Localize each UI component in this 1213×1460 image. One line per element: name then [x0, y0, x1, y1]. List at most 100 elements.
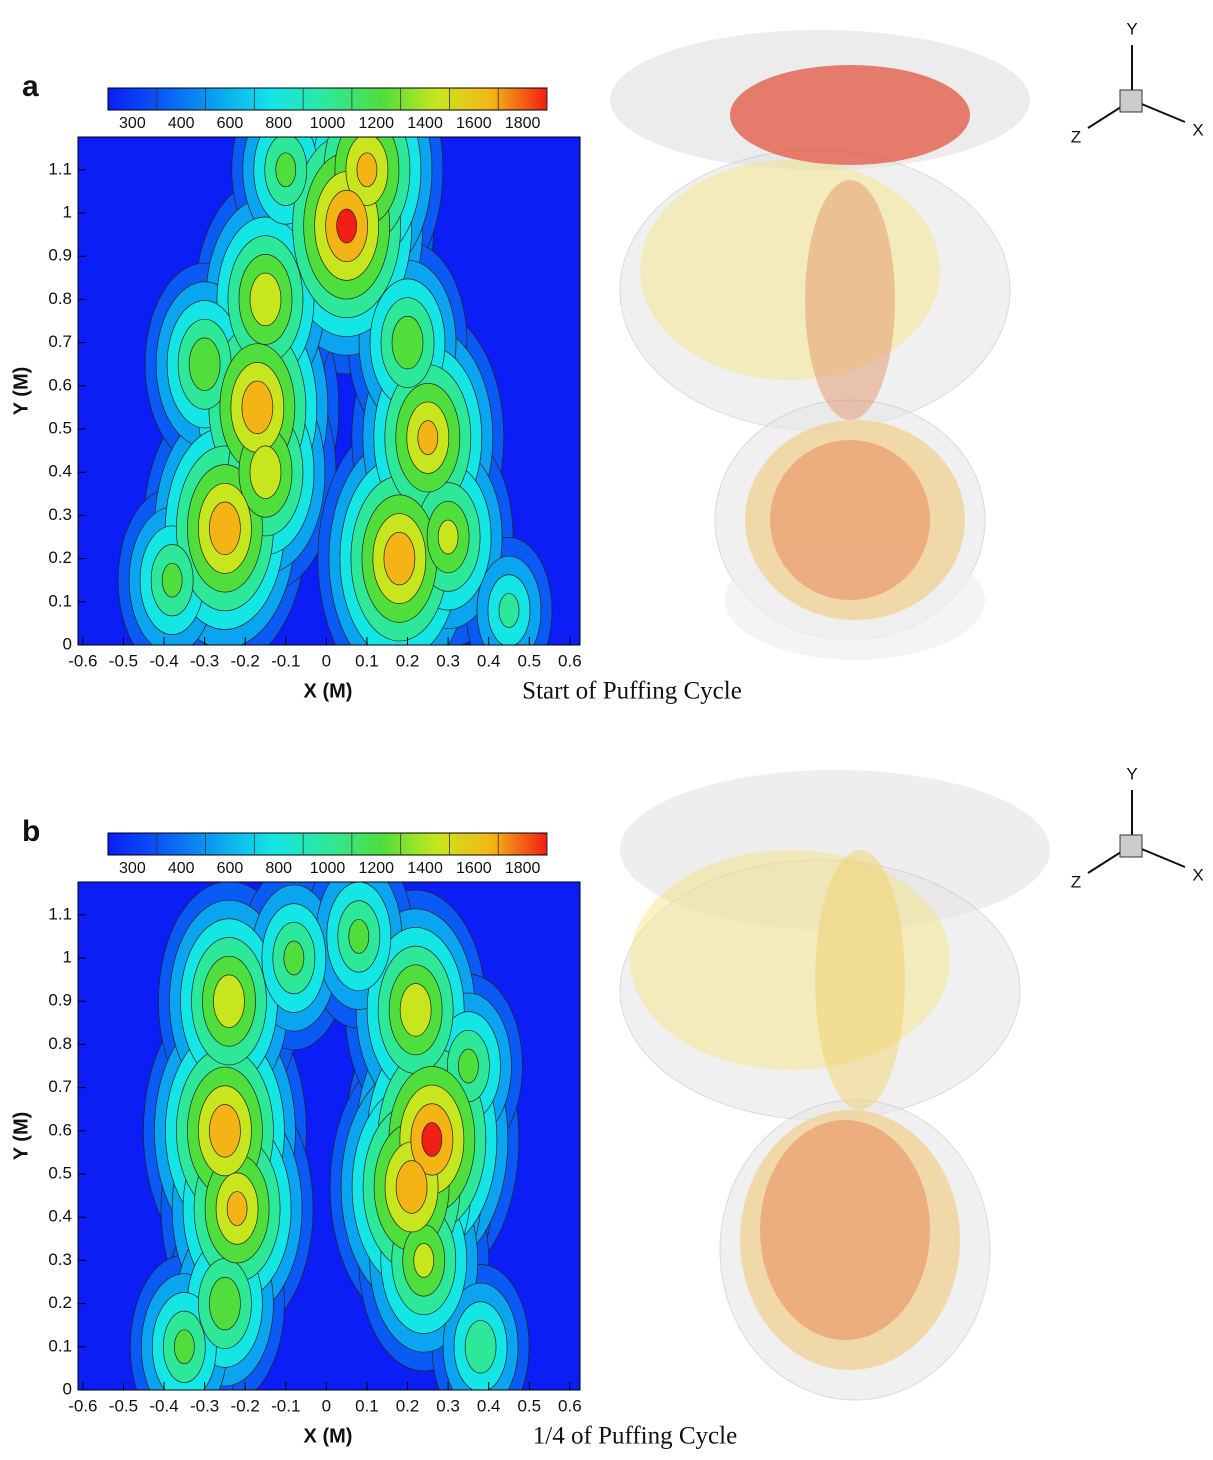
x-tick-label: -0.3 [190, 651, 219, 670]
y-tick-label: 0.7 [48, 332, 72, 351]
colorbar-label: 1800 [505, 115, 541, 132]
contour-field [78, 137, 580, 645]
x-tick-label: 0.3 [436, 1396, 460, 1415]
hotspot-level [417, 420, 439, 456]
colorbar-label: 1600 [456, 115, 492, 132]
x-tick-label: -0.4 [149, 651, 178, 670]
hotspot-level [421, 1122, 443, 1157]
colorbar-label: 1800 [505, 860, 541, 877]
hotspot-level [161, 562, 183, 598]
x-tick-label: -0.2 [231, 1396, 260, 1415]
hotspot-level [209, 1104, 241, 1158]
y-tick-label: 0.5 [48, 418, 72, 437]
x-tick-label: 0.2 [396, 651, 420, 670]
colorbar-label: 1000 [310, 115, 346, 132]
caption: 1/4 of Puffing Cycle [533, 1423, 737, 1450]
hotspot-level [399, 983, 432, 1037]
colorbar-label: 400 [168, 115, 195, 132]
x-tick-label: -0.3 [190, 1396, 219, 1415]
y-tick-label: 0.9 [48, 246, 72, 265]
colorbar-label: 1200 [358, 860, 394, 877]
triad-label: Z [1071, 127, 1081, 146]
colorbar-label: 1000 [310, 860, 346, 877]
x-tick-label: 0.2 [396, 1396, 420, 1415]
hotspot-level [348, 919, 370, 954]
contour-field [78, 882, 580, 1390]
hotspot-level [226, 1191, 248, 1226]
hotspot-level [464, 1320, 497, 1374]
y-tick-label: 0.5 [48, 1163, 72, 1182]
x-tick-label: 0.4 [477, 1396, 501, 1415]
x-axis-label: X (M) [304, 1425, 353, 1447]
y-tick-label: 0.2 [48, 548, 72, 567]
hotspot-level [283, 940, 305, 976]
triad-label: Z [1071, 872, 1081, 891]
render-3d-b [619, 770, 1050, 1401]
hotspot-level [209, 501, 241, 556]
render-3d-a [610, 30, 1030, 660]
y-tick-label: 0.7 [48, 1077, 72, 1096]
x-tick-label: 0 [322, 651, 331, 670]
x-tick-label: -0.1 [271, 1396, 300, 1415]
triad-label: Y [1126, 764, 1137, 783]
y-tick-label: 0.4 [48, 1207, 72, 1226]
y-tick-label: 0.6 [48, 375, 72, 394]
y-tick-label: 0.3 [48, 505, 72, 524]
y-axis-label: Y (M) [10, 367, 32, 416]
triad-label: X [1192, 865, 1203, 884]
y-tick-label: 0.8 [48, 289, 72, 308]
hotspot-level [395, 1160, 428, 1214]
x-tick-label: -0.5 [109, 651, 138, 670]
hotspot-level [458, 1048, 479, 1084]
hotspot-level [356, 152, 378, 188]
hotspot-level [437, 519, 459, 555]
x-tick-label: 0.4 [477, 651, 501, 670]
hotspot-level [241, 380, 274, 435]
plot-frame [77, 881, 581, 1391]
hotspot-level [173, 1329, 195, 1365]
plot-frame [77, 136, 581, 646]
hotspot-level [336, 208, 358, 244]
hotspot-level [209, 1276, 241, 1331]
hotspot-level [249, 272, 282, 327]
x-tick-label: 0.6 [558, 651, 582, 670]
x-tick-label: 0.5 [517, 651, 541, 670]
hotspot-level [275, 152, 297, 188]
colorbar [107, 832, 548, 856]
colorbar-label: 1400 [407, 860, 443, 877]
colorbar [107, 87, 548, 111]
y-tick-label: 0 [63, 1379, 72, 1398]
panel-label: a [22, 70, 39, 103]
y-tick-label: 1.1 [48, 159, 72, 178]
y-tick-label: 0.4 [48, 462, 72, 481]
hotspot-level [413, 1243, 435, 1278]
colorbar-label: 800 [265, 115, 292, 132]
colorbar-label: 1200 [358, 115, 394, 132]
x-tick-label: 0.1 [355, 651, 379, 670]
hotspot-level [188, 337, 221, 391]
x-tick-label: 0.5 [517, 1396, 541, 1415]
colorbar-label: 1600 [456, 860, 492, 877]
triad-label: X [1192, 120, 1203, 139]
colorbar-label: 800 [265, 860, 292, 877]
hotspot-level [498, 593, 520, 628]
colorbar-label: 1400 [407, 115, 443, 132]
x-tick-label: 0.6 [558, 1396, 582, 1415]
y-tick-label: 1.1 [48, 904, 72, 923]
x-tick-label: -0.5 [109, 1396, 138, 1415]
y-tick-label: 0.9 [48, 991, 72, 1010]
y-axis-label: Y (M) [10, 1112, 32, 1161]
y-tick-label: 0.3 [48, 1250, 72, 1269]
y-tick-label: 0.8 [48, 1034, 72, 1053]
y-tick-label: 0 [63, 634, 72, 653]
x-tick-label: -0.1 [271, 651, 300, 670]
y-tick-label: 0.1 [48, 1336, 72, 1355]
panel-label: b [22, 815, 40, 848]
y-tick-label: 0.1 [48, 591, 72, 610]
colorbar-label: 300 [119, 115, 146, 132]
y-tick-label: 1 [63, 948, 72, 967]
x-tick-label: 0 [322, 1396, 331, 1415]
triad-label: Y [1126, 19, 1137, 38]
